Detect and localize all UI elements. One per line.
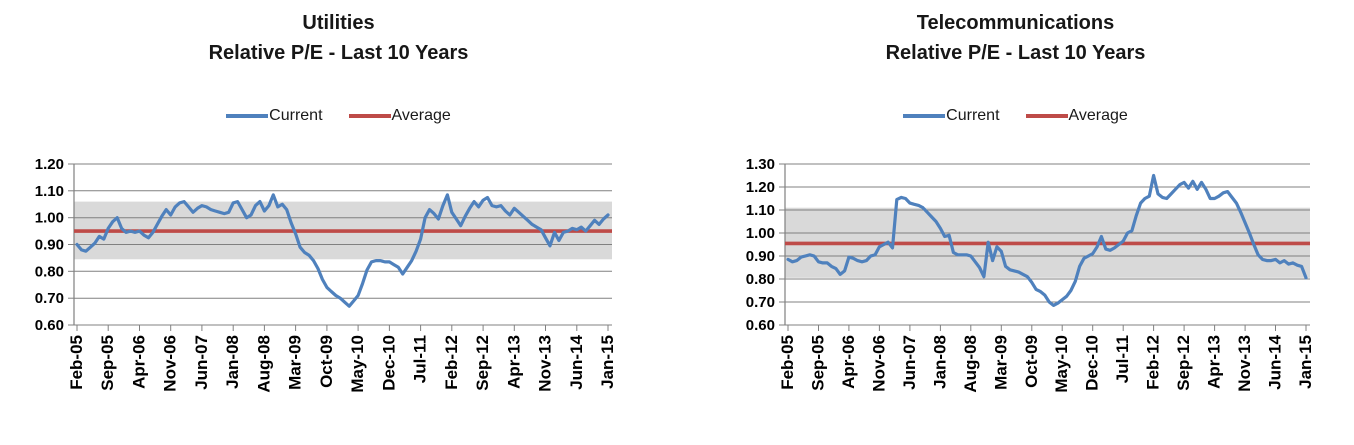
legend-label-average: Average xyxy=(391,107,451,124)
svg-text:May-10: May-10 xyxy=(1052,335,1071,393)
chart-title-line1: Utilities xyxy=(302,12,375,34)
current-series-line-swatch xyxy=(903,114,946,118)
svg-text:0.90: 0.90 xyxy=(35,237,64,254)
svg-text:Nov-13: Nov-13 xyxy=(1235,335,1254,392)
svg-text:Sep-05: Sep-05 xyxy=(809,335,828,391)
legend-item-current: Current xyxy=(903,107,1000,125)
utilities-legend: Current Average xyxy=(0,107,677,125)
svg-text:Nov-06: Nov-06 xyxy=(869,335,888,392)
svg-text:Jan-15: Jan-15 xyxy=(1296,335,1315,389)
svg-text:0.70: 0.70 xyxy=(746,294,775,311)
svg-text:1.20: 1.20 xyxy=(746,179,775,196)
chart-title-line2: Relative P/E - Last 10 Years xyxy=(885,42,1146,64)
legend-label-current: Current xyxy=(946,107,1000,124)
telecommunications-chart: Telecommunications Relative P/E - Last 1… xyxy=(677,0,1354,445)
chart-title-line1: Telecommunications xyxy=(916,12,1115,34)
telecommunications-legend: Current Average xyxy=(677,107,1354,125)
svg-text:0.80: 0.80 xyxy=(35,263,64,280)
svg-text:Feb-05: Feb-05 xyxy=(67,335,86,390)
svg-text:1.10: 1.10 xyxy=(746,202,775,219)
svg-text:0.60: 0.60 xyxy=(746,317,775,334)
svg-text:Jun-07: Jun-07 xyxy=(900,335,919,390)
svg-text:Feb-12: Feb-12 xyxy=(442,335,461,390)
average-series-line-swatch xyxy=(348,114,391,118)
svg-text:1.00: 1.00 xyxy=(746,225,775,242)
svg-text:Jan-08: Jan-08 xyxy=(930,335,949,389)
svg-text:Sep-12: Sep-12 xyxy=(473,335,492,391)
svg-text:Mar-09: Mar-09 xyxy=(991,335,1010,390)
utilities-chart-title: Utilities Relative P/E - Last 10 Years xyxy=(0,8,677,68)
svg-text:Dec-10: Dec-10 xyxy=(1083,335,1102,391)
svg-text:Jan-15: Jan-15 xyxy=(598,335,617,389)
svg-text:Sep-12: Sep-12 xyxy=(1174,335,1193,391)
svg-text:May-10: May-10 xyxy=(348,335,367,393)
svg-text:Jul-11: Jul-11 xyxy=(1113,335,1132,383)
svg-text:1.10: 1.10 xyxy=(35,183,64,200)
svg-text:Jun-07: Jun-07 xyxy=(192,335,211,390)
telecommunications-chart-title: Telecommunications Relative P/E - Last 1… xyxy=(677,8,1354,68)
svg-text:Nov-13: Nov-13 xyxy=(536,335,555,392)
legend-label-average: Average xyxy=(1068,107,1128,124)
svg-text:Feb-12: Feb-12 xyxy=(1144,335,1163,390)
svg-text:0.90: 0.90 xyxy=(746,248,775,265)
svg-text:Apr-06: Apr-06 xyxy=(839,335,858,389)
svg-text:Dec-10: Dec-10 xyxy=(379,335,398,391)
svg-text:Jun-14: Jun-14 xyxy=(567,334,586,389)
svg-text:1.30: 1.30 xyxy=(746,156,775,173)
svg-text:Apr-06: Apr-06 xyxy=(130,335,149,389)
svg-text:Mar-09: Mar-09 xyxy=(286,335,305,390)
svg-text:Oct-09: Oct-09 xyxy=(317,335,336,388)
svg-text:Aug-08: Aug-08 xyxy=(961,335,980,393)
svg-text:1.20: 1.20 xyxy=(35,156,64,173)
svg-text:0.70: 0.70 xyxy=(35,290,64,307)
svg-text:Aug-08: Aug-08 xyxy=(254,335,273,393)
svg-text:Sep-05: Sep-05 xyxy=(98,335,117,391)
svg-text:1.00: 1.00 xyxy=(35,210,64,227)
svg-text:Oct-09: Oct-09 xyxy=(1022,335,1041,388)
legend-item-current: Current xyxy=(226,107,323,125)
svg-text:Jun-14: Jun-14 xyxy=(1266,334,1285,389)
average-series-line-swatch xyxy=(1025,114,1068,118)
svg-text:Apr-13: Apr-13 xyxy=(1205,335,1224,389)
legend-label-current: Current xyxy=(269,107,323,124)
legend-item-average: Average xyxy=(1025,107,1128,125)
svg-text:Jul-11: Jul-11 xyxy=(411,335,430,383)
chart-title-line2: Relative P/E - Last 10 Years xyxy=(208,42,469,64)
svg-text:0.80: 0.80 xyxy=(746,271,775,288)
legend-item-average: Average xyxy=(348,107,451,125)
svg-text:Feb-05: Feb-05 xyxy=(778,335,797,390)
utilities-chart: Utilities Relative P/E - Last 10 Years C… xyxy=(0,8,677,393)
svg-text:Jan-08: Jan-08 xyxy=(223,335,242,389)
svg-text:Apr-13: Apr-13 xyxy=(504,335,523,389)
svg-text:0.60: 0.60 xyxy=(35,317,64,334)
svg-text:Nov-06: Nov-06 xyxy=(161,335,180,392)
current-series-line-swatch xyxy=(226,114,269,118)
